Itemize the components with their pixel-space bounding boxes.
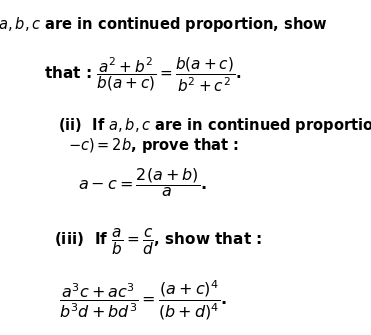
Text: (iii)  If $\dfrac{a}{b} = \dfrac{c}{d}$, show that :: (iii) If $\dfrac{a}{b} = \dfrac{c}{d}$, … (55, 227, 263, 257)
Text: that : $\dfrac{a^2+b^2}{b(a+c)} = \dfrac{b(a+c)}{b^2+c^2}$.: that : $\dfrac{a^2+b^2}{b(a+c)} = \dfrac… (44, 55, 242, 93)
Text: (i) If $a, b, c$ are in continued proportion, show: (i) If $a, b, c$ are in continued propor… (0, 15, 328, 34)
Text: $a - c = \dfrac{2(a+b)}{a}$.: $a - c = \dfrac{2(a+b)}{a}$. (78, 166, 207, 199)
Text: $-c) = 2b$, prove that :: $-c) = 2b$, prove that : (69, 136, 240, 155)
Text: (ii)  If $a, b, c$ are in continued proportion and $a(b$: (ii) If $a, b, c$ are in continued propo… (59, 117, 371, 135)
Text: $\dfrac{a^3c+ac^3}{b^3d+bd^3} = \dfrac{(a+c)^4}{(b+d)^4}$.: $\dfrac{a^3c+ac^3}{b^3d+bd^3} = \dfrac{(… (59, 279, 227, 322)
